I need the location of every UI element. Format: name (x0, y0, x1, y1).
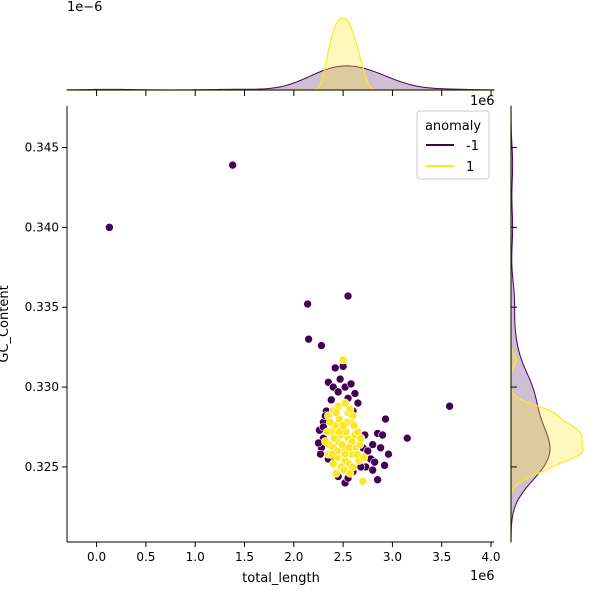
x-tick-label: 3.5 (432, 550, 451, 564)
right-marginal: 1e6 (470, 94, 584, 543)
scatter-point-normal (327, 449, 337, 459)
scatter-point-normal (321, 437, 330, 446)
top-marginal-scale-label: 1e−6 (67, 0, 102, 15)
right-marginal-scale-label: 1e6 (470, 94, 495, 109)
right-marginal-ticks (511, 147, 517, 468)
scatter-point-anomaly (384, 449, 393, 459)
y-tick-label: 0.335 (25, 300, 59, 314)
scatter-point-anomaly (303, 299, 312, 309)
scatter-point-anomaly (346, 379, 356, 389)
scatter-point-normal (338, 355, 348, 365)
y-tick-label: 0.340 (25, 220, 59, 234)
scatter-point-anomaly (353, 398, 363, 408)
y-axis-ticks: 0.325 0.330 0.335 0.340 0.345 (25, 141, 67, 474)
scatter-point-normal (326, 417, 335, 427)
main-axes: 0.0 0.5 1.0 1.5 2.0 2.5 3.0 3.5 4.0 0.3250.3300.… (0, 106, 501, 586)
scatter-point-anomaly (350, 389, 360, 398)
scatter-point-anomaly (378, 430, 387, 440)
scatter-point-anomaly (373, 475, 382, 485)
right-marginal-kde-normal (510, 106, 584, 542)
x-tick-label: 2.0 (284, 550, 303, 564)
scatter-point-anomaly (335, 374, 345, 384)
y-tick-label: 0.330 (25, 380, 59, 394)
scatter-point-anomaly (380, 461, 389, 470)
scatter-point-normal (356, 433, 366, 443)
scatter-point-anomaly (326, 395, 336, 405)
scatter-point-normal (358, 477, 368, 486)
scatter-point-normal (340, 449, 350, 459)
scatter-point-anomaly (368, 440, 378, 449)
scatter-point-normal (345, 469, 355, 478)
scatter-point-normal (344, 443, 354, 453)
scatter-point-anomaly (304, 334, 313, 344)
x-tick-label: 3.0 (383, 550, 402, 564)
top-marginal: 1e−6 (66, 0, 495, 96)
y-axis-label: GC_Content (0, 285, 12, 362)
x-axis-ticks: 0.0 0.5 1.0 1.5 2.0 2.5 3.0 3.5 4.0 (87, 542, 501, 564)
scatter-point-anomaly (363, 446, 373, 456)
scatter-point-anomaly (381, 414, 390, 424)
scatter-point-normal (329, 433, 339, 443)
scatter-point-normal (340, 398, 350, 408)
scatter-point-anomaly (402, 433, 412, 443)
x-axis-label: total_length (242, 571, 320, 586)
x-tick-label: 4.0 (481, 550, 500, 564)
scatter-point-normal (359, 453, 369, 462)
scatter-point-normal (331, 408, 341, 417)
scatter-point-normal (345, 405, 355, 414)
legend-title: anomaly (425, 119, 481, 134)
x-tick-label: 1.0 (186, 550, 205, 564)
top-marginal-ticks (96, 90, 492, 96)
top-marginal-kde-normal (67, 17, 494, 91)
scatter-point-anomaly (333, 387, 343, 397)
scatter-point-anomaly (330, 363, 340, 373)
x-tick-label: 1.5 (235, 550, 254, 564)
scatter-point-anomaly (105, 223, 114, 232)
y-tick-label: 0.325 (25, 460, 59, 474)
legend-label-normal: 1 (466, 160, 474, 175)
x-tick-label: 0.5 (136, 550, 155, 564)
legend-label-anomaly: -1 (466, 139, 479, 154)
scatter-point-anomaly (343, 291, 353, 301)
scatter-points (105, 160, 454, 488)
scatter-point-normal (352, 449, 362, 459)
scatter-point-normal (338, 421, 348, 430)
scatter-point-anomaly (317, 341, 326, 350)
x-tick-label: 2.5 (334, 550, 353, 564)
legend: anomaly -1 1 (416, 110, 490, 180)
right-marginal-kde-anomaly (510, 105, 551, 543)
scatter-point-anomaly (228, 160, 237, 170)
x-tick-label: 0.0 (87, 550, 106, 564)
y-tick-label: 0.345 (25, 141, 59, 155)
scatter-point-anomaly (376, 443, 385, 453)
scatter-point-anomaly (445, 401, 454, 411)
scatter-point-anomaly (368, 465, 378, 475)
scatter-point-anomaly (316, 449, 325, 459)
scatter-point-normal (334, 427, 344, 437)
x-axis-scale-label: 1e6 (470, 569, 495, 584)
scatter-point-normal (337, 440, 347, 449)
scatter-point-anomaly (370, 457, 379, 467)
scatter-point-normal (331, 469, 341, 478)
scatter-point-normal (328, 459, 338, 469)
top-marginal-kde-anomaly (66, 65, 495, 91)
scatter-point-normal (349, 421, 359, 430)
scatter-point-normal (323, 427, 332, 437)
